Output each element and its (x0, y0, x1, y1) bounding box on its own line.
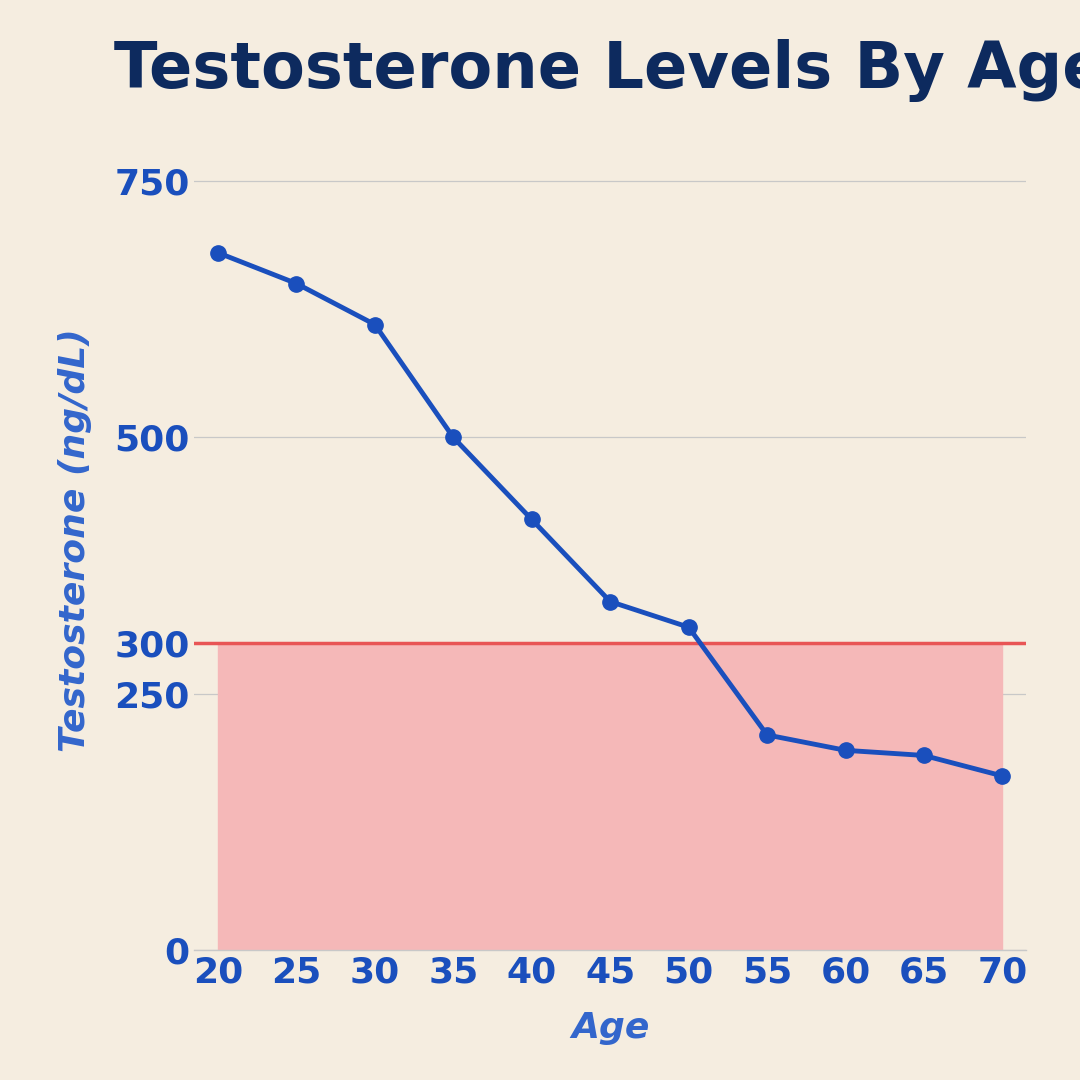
Title: Testosterone Levels By Age: Testosterone Levels By Age (114, 39, 1080, 102)
Y-axis label: Testosterone (ng/dL): Testosterone (ng/dL) (58, 328, 92, 752)
X-axis label: Age: Age (571, 1012, 649, 1045)
